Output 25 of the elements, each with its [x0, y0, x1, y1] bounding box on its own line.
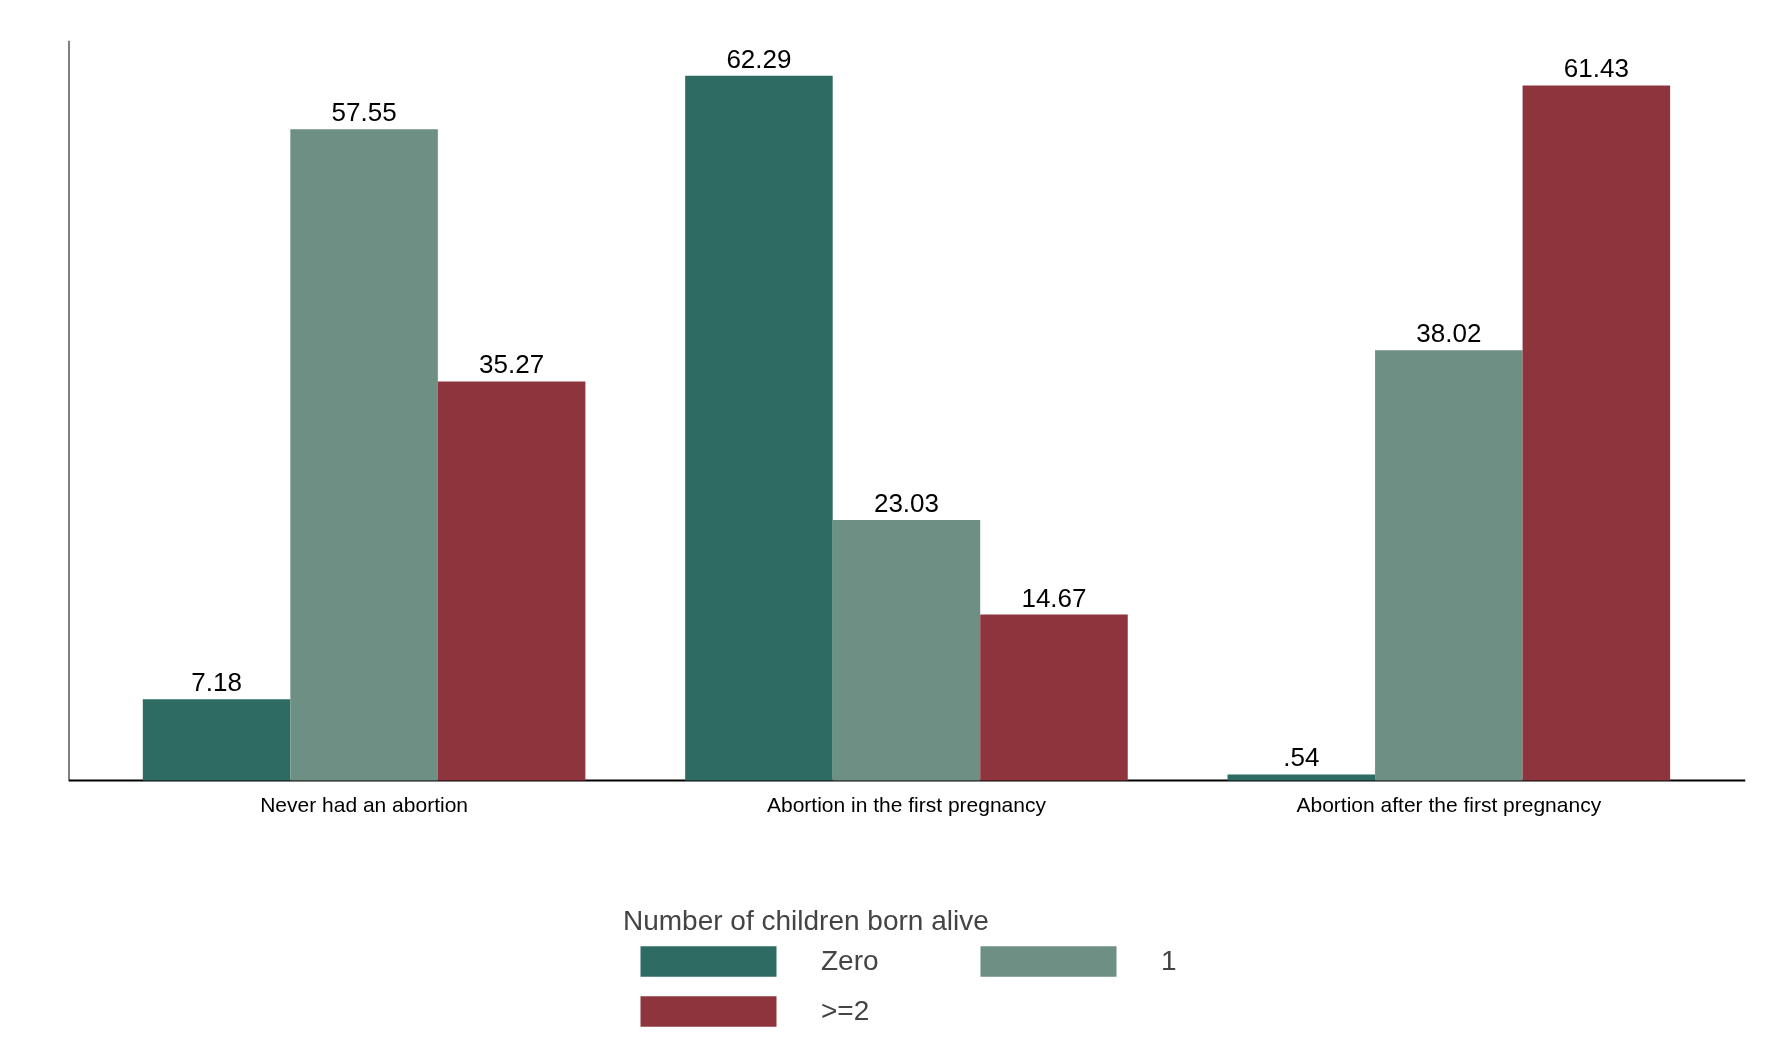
data-label: 14.67 [1021, 582, 1087, 613]
data-label: .54 [1283, 742, 1320, 773]
bar [1375, 350, 1523, 781]
x-tick-label: Never had an abortion [260, 792, 468, 816]
legend-label: >=2 [821, 995, 871, 1027]
bar [290, 129, 438, 781]
data-label: 7.18 [191, 667, 242, 698]
legend-label: 1 [1161, 945, 1178, 977]
x-tick-label: Abortion in the first pregnancy [766, 792, 1047, 816]
bar [685, 75, 833, 781]
legend-title: Number of children born alive [623, 905, 990, 937]
bar [1522, 85, 1671, 781]
data-label: 61.43 [1563, 53, 1629, 84]
bar [980, 614, 1128, 781]
bar [832, 519, 981, 781]
data-label: 57.55 [331, 97, 397, 128]
data-label: 38.02 [1416, 318, 1482, 349]
bar [142, 699, 291, 781]
bar [1227, 774, 1376, 781]
legend-label: Zero [821, 945, 880, 977]
data-label: 62.29 [726, 43, 792, 74]
data-label: 23.03 [873, 487, 939, 518]
data-label: 35.27 [479, 349, 545, 380]
bar [437, 381, 586, 781]
x-tick-label: Abortion after the first pregnancy [1296, 792, 1602, 816]
